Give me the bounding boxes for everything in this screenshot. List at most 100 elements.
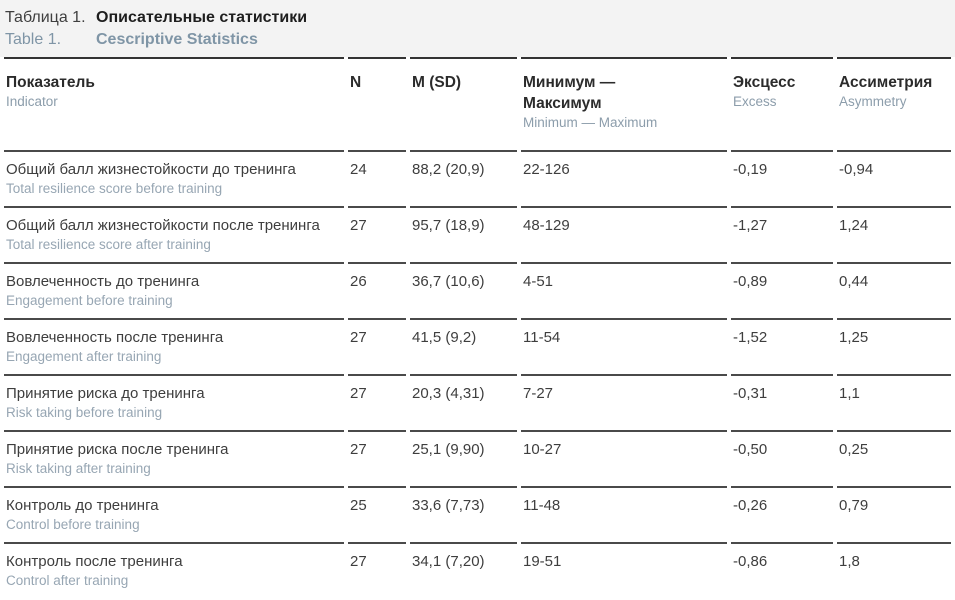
indicator-cell: Вовлеченность до тренинга Engagement bef…	[4, 262, 344, 318]
msd-cell: 95,7 (18,9)	[410, 206, 517, 262]
descriptive-statistics-table: Показатель Indicator N M (SD) Минимум — …	[0, 57, 955, 598]
minmax-value: 48-129	[523, 217, 570, 234]
msd-value: 33,6 (7,73)	[412, 497, 485, 514]
excess-cell: -0,31	[731, 374, 833, 430]
n-cell: 27	[348, 374, 406, 430]
indicator-en: Engagement after training	[6, 349, 162, 364]
msd-cell: 20,3 (4,31)	[410, 374, 517, 430]
table-row: Общий балл жизнестойкости после тренинга…	[4, 206, 951, 262]
msd-cell: 36,7 (10,6)	[410, 262, 517, 318]
minmax-cell: 22-126	[521, 150, 727, 206]
col-header-n: N	[348, 57, 406, 150]
indicator-en: Control after training	[6, 573, 129, 588]
asymmetry-cell: 1,24	[837, 206, 951, 262]
table-row: Вовлеченность до тренинга Engagement bef…	[4, 262, 951, 318]
msd-cell: 41,5 (9,2)	[410, 318, 517, 374]
caption-label-en: Table 1.	[5, 31, 62, 48]
indicator-ru: Принятие риска после тренинга	[6, 441, 229, 458]
msd-value: 34,1 (7,20)	[412, 553, 485, 570]
n-cell: 24	[348, 150, 406, 206]
asymmetry-value: 1,8	[839, 553, 860, 570]
col-header-excess-ru: Эксцесс	[733, 74, 796, 91]
col-header-minmax-ru: Минимум — Максимум	[523, 74, 616, 112]
col-header-indicator-en: Indicator	[6, 94, 58, 109]
table-caption: Таблица 1. Описательные статистики Table…	[0, 0, 955, 57]
n-value: 27	[350, 385, 367, 402]
minmax-cell: 19-51	[521, 542, 727, 598]
msd-cell: 88,2 (20,9)	[410, 150, 517, 206]
n-cell: 25	[348, 486, 406, 542]
msd-value: 36,7 (10,6)	[412, 273, 485, 290]
col-header-msd-label: M (SD)	[412, 74, 462, 91]
msd-value: 25,1 (9,90)	[412, 441, 485, 458]
n-value: 24	[350, 161, 367, 178]
minmax-cell: 7-27	[521, 374, 727, 430]
excess-value: -0,31	[733, 385, 768, 402]
indicator-en: Risk taking before training	[6, 405, 163, 420]
col-header-n-label: N	[350, 74, 362, 91]
minmax-value: 19-51	[523, 553, 562, 570]
indicator-cell: Вовлеченность после тренинга Engagement …	[4, 318, 344, 374]
caption-title-ru: Описательные статистики	[96, 9, 308, 26]
indicator-ru: Контроль до тренинга	[6, 497, 159, 514]
excess-value: -0,86	[733, 553, 768, 570]
col-header-excess: Эксцесс Excess	[731, 57, 833, 150]
excess-cell: -0,86	[731, 542, 833, 598]
excess-value: -0,50	[733, 441, 768, 458]
minmax-value: 11-48	[523, 497, 561, 514]
n-cell: 27	[348, 318, 406, 374]
asymmetry-value: 0,79	[839, 497, 869, 514]
minmax-value: 11-54	[523, 329, 561, 346]
minmax-cell: 11-54	[521, 318, 727, 374]
col-header-indicator-ru: Показатель	[6, 74, 95, 91]
asymmetry-cell: 0,25	[837, 430, 951, 486]
asymmetry-value: -0,94	[839, 161, 874, 178]
asymmetry-cell: 1,1	[837, 374, 951, 430]
asymmetry-cell: 1,25	[837, 318, 951, 374]
table-row: Принятие риска после тренинга Risk takin…	[4, 430, 951, 486]
asymmetry-value: 1,1	[839, 385, 860, 402]
msd-value: 95,7 (18,9)	[412, 217, 485, 234]
header-row: Показатель Indicator N M (SD) Минимум — …	[4, 57, 951, 150]
asymmetry-cell: 0,44	[837, 262, 951, 318]
col-header-minmax-en: Minimum — Maximum	[523, 115, 658, 130]
indicator-ru: Общий балл жизнестойкости до тренинга	[6, 161, 296, 178]
table-row: Вовлеченность после тренинга Engagement …	[4, 318, 951, 374]
excess-cell: -0,26	[731, 486, 833, 542]
indicator-cell: Контроль до тренинга Control before trai…	[4, 486, 344, 542]
indicator-cell: Принятие риска после тренинга Risk takin…	[4, 430, 344, 486]
minmax-value: 4-51	[523, 273, 554, 290]
n-value: 27	[350, 553, 367, 570]
asymmetry-value: 1,25	[839, 329, 869, 346]
asymmetry-value: 0,44	[839, 273, 869, 290]
col-header-minmax: Минимум — Максимум Minimum — Maximum	[521, 57, 727, 150]
excess-cell: -0,19	[731, 150, 833, 206]
excess-cell: -0,89	[731, 262, 833, 318]
minmax-cell: 48-129	[521, 206, 727, 262]
n-value: 26	[350, 273, 367, 290]
msd-value: 88,2 (20,9)	[412, 161, 485, 178]
table-row: Общий балл жизнестойкости до тренинга To…	[4, 150, 951, 206]
n-value: 27	[350, 217, 367, 234]
indicator-en: Control before training	[6, 517, 140, 532]
msd-cell: 33,6 (7,73)	[410, 486, 517, 542]
excess-value: -0,19	[733, 161, 768, 178]
minmax-cell: 11-48	[521, 486, 727, 542]
indicator-en: Total resilience score before training	[6, 181, 223, 196]
indicator-cell: Общий балл жизнестойкости до тренинга To…	[4, 150, 344, 206]
n-cell: 27	[348, 206, 406, 262]
col-header-msd: M (SD)	[410, 57, 517, 150]
excess-value: -1,52	[733, 329, 768, 346]
asymmetry-value: 1,24	[839, 217, 869, 234]
n-cell: 26	[348, 262, 406, 318]
indicator-ru: Вовлеченность до тренинга	[6, 273, 200, 290]
table-row: Контроль до тренинга Control before trai…	[4, 486, 951, 542]
excess-cell: -0,50	[731, 430, 833, 486]
asymmetry-cell: -0,94	[837, 150, 951, 206]
excess-cell: -1,52	[731, 318, 833, 374]
msd-cell: 25,1 (9,90)	[410, 430, 517, 486]
n-value: 25	[350, 497, 367, 514]
indicator-en: Risk taking after training	[6, 461, 151, 476]
indicator-ru: Общий балл жизнестойкости после тренинга	[6, 217, 320, 234]
n-value: 27	[350, 329, 367, 346]
